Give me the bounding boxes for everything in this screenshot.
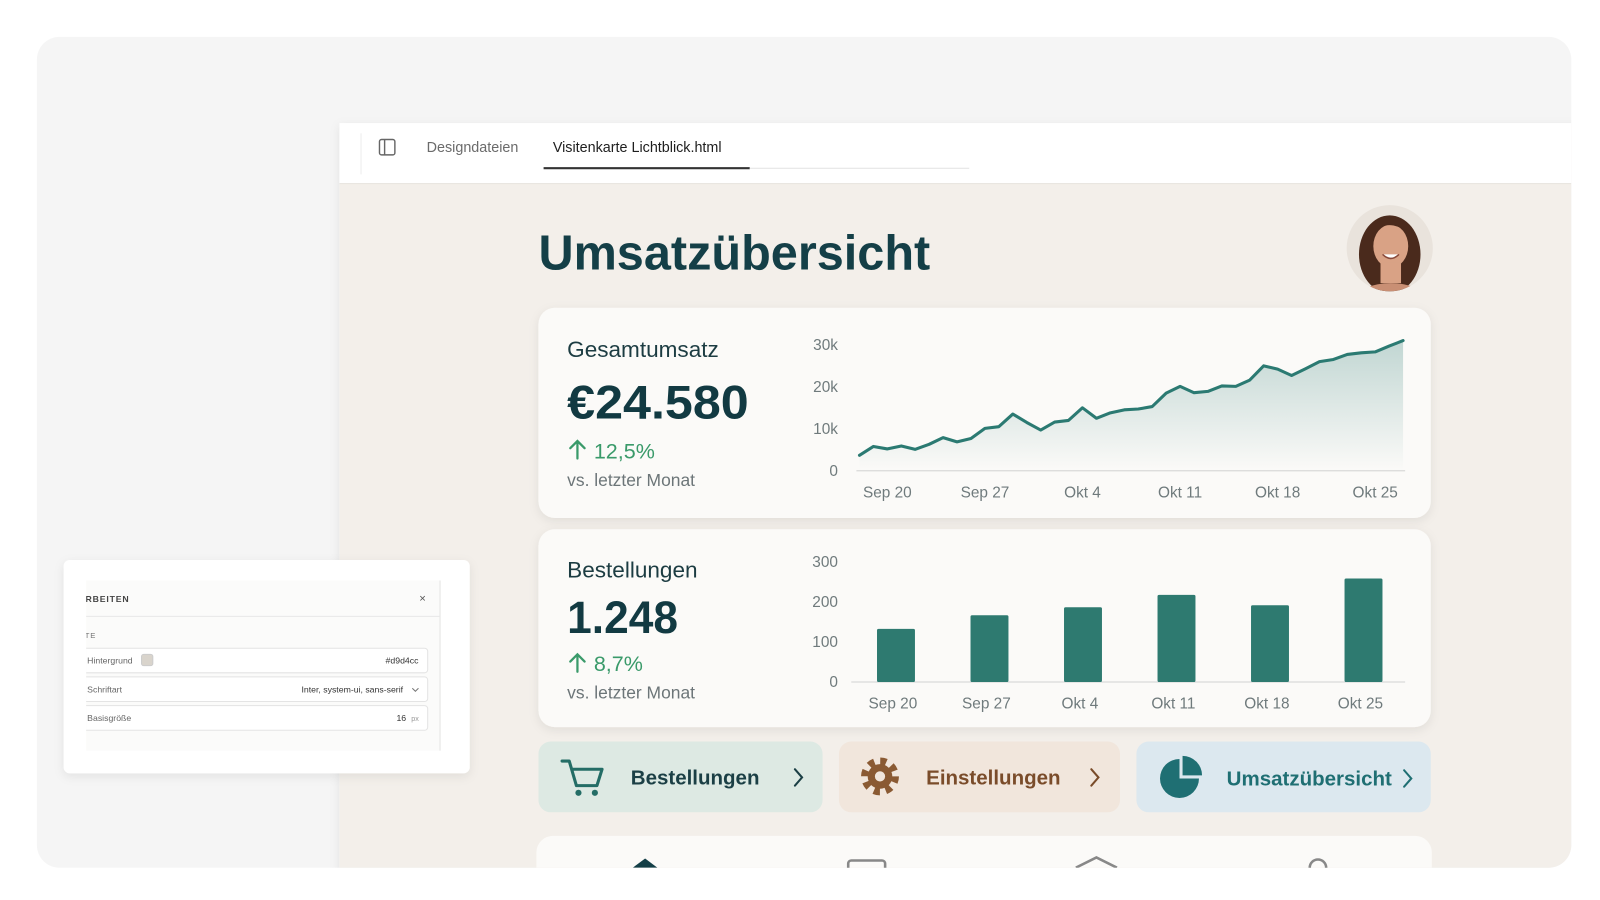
y-tick-label: 10k	[813, 421, 838, 438]
bar	[1344, 578, 1383, 683]
bar-chart: 0 100 200 300 Sep 20 Sep 27 Okt 4 Okt 11 Okt 18 O…	[812, 554, 1406, 713]
button-label[interactable]: Einstellungen	[926, 767, 1060, 790]
panel-title: EARBEITEN	[72, 594, 130, 604]
x-tick-label: Okt 18	[1255, 484, 1300, 501]
x-tick-label: Sep 20	[863, 484, 912, 501]
x-tick-label: Sep 27	[961, 484, 1010, 501]
x-tick-label: Okt 11	[1151, 696, 1195, 713]
x-tick-label: Okt 4	[1064, 484, 1101, 501]
kpi-label: Gesamtumsatz	[567, 337, 719, 362]
avatar[interactable]	[1346, 205, 1433, 316]
nav-icon[interactable]	[1308, 858, 1328, 875]
x-tick-label: Okt 4	[1062, 696, 1099, 713]
up-arrow	[569, 439, 586, 460]
properties-panel: EARBEITEN EITE Hintergrund #d9d4cc Schri…	[63, 560, 470, 774]
panel-section: EITE	[76, 631, 96, 640]
nav-icon[interactable]	[1075, 856, 1118, 868]
bar	[877, 628, 915, 683]
tab[interactable]: Designdateien	[427, 140, 519, 156]
x-tick-label: Sep 20	[869, 696, 918, 713]
area	[859, 340, 1404, 471]
line	[857, 339, 1405, 457]
bottom-nav	[536, 835, 1432, 868]
browser-window: Designdateien Visitenkarte Lichtblick.ht…	[339, 123, 1572, 875]
y-tick-label: 0	[829, 463, 838, 480]
bar	[1064, 607, 1102, 683]
kpi-change: 8,7%	[594, 652, 643, 676]
nav-icon[interactable]	[846, 859, 887, 873]
nav-button[interactable]: Umsatzübersicht	[1136, 741, 1431, 813]
field-label: Basisgröße	[87, 713, 131, 723]
tab-active[interactable]: Visitenkarte Lichtblick.html	[553, 140, 722, 156]
sidebar-toggle[interactable]	[378, 138, 396, 156]
x-tick-label: Okt 25	[1338, 696, 1383, 713]
y-tick-label: 20k	[813, 379, 838, 396]
y-tick-label: 0	[829, 674, 838, 691]
button-label[interactable]: Umsatzübersicht	[1227, 768, 1392, 791]
page-title: Umsatzübersicht	[538, 226, 930, 281]
line-chart: 0 10k 20k 30k Sep 20 Sep 27 Okt 4 Okt 11 Okt 18 O…	[813, 337, 1406, 501]
color-swatch[interactable]	[141, 653, 154, 667]
button-label[interactable]: Bestellungen	[631, 767, 760, 790]
field-value[interactable]: #d9d4cc	[386, 656, 420, 666]
y-tick-label: 300	[812, 554, 838, 571]
nav-icon[interactable]	[632, 858, 658, 868]
kpi-comparison: vs. letzter Monat	[567, 470, 695, 490]
x-tick-label: Sep 27	[962, 696, 1011, 713]
y-tick-label: 100	[812, 634, 838, 651]
field-label: Schriftart	[87, 684, 122, 694]
nav-button[interactable]: Einstellungen	[838, 741, 1120, 813]
field-value[interactable]: Inter, system-ui, sans-serif	[301, 684, 403, 694]
up-arrow	[569, 652, 586, 673]
kpi-label: Bestellungen	[567, 557, 697, 582]
tab-bar	[339, 123, 1572, 184]
x-tick-label: Okt 11	[1158, 484, 1202, 501]
y-tick-label: 200	[812, 594, 838, 611]
field-label: Hintergrund	[87, 656, 133, 666]
field-unit: px	[411, 715, 419, 723]
kpi-value: €24.580	[567, 375, 749, 428]
dropdown-chevron[interactable]	[411, 687, 419, 693]
kpi-value: 1.248	[567, 592, 678, 643]
bar	[970, 615, 1009, 683]
bar	[1251, 605, 1289, 683]
x-tick-label: Okt 25	[1353, 484, 1398, 501]
bar	[1157, 594, 1196, 683]
x-tick-label: Okt 18	[1244, 696, 1289, 713]
field-value[interactable]: 16	[396, 713, 406, 723]
nav-button[interactable]: Bestellungen	[538, 741, 823, 813]
y-tick-label: 30k	[813, 337, 838, 354]
kpi-comparison: vs. letzter Monat	[567, 682, 695, 702]
kpi-change: 12,5%	[594, 439, 655, 463]
close-button[interactable]: ×	[419, 593, 426, 605]
